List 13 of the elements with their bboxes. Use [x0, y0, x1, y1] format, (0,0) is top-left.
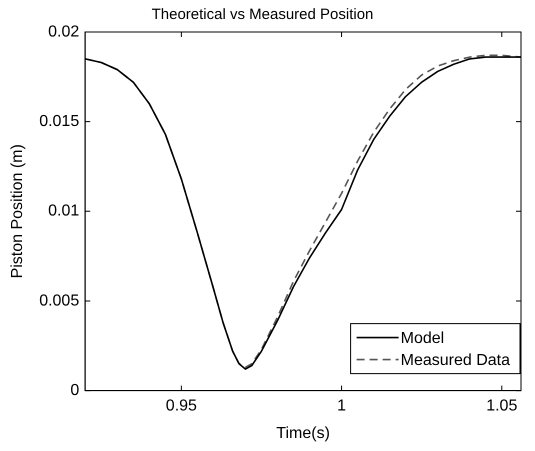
y-tick-label: 0.015	[39, 113, 80, 130]
y-tick-label: 0.02	[48, 23, 80, 40]
chart-title: Theoretical vs Measured Position	[152, 6, 374, 24]
x-tick-label: 1.05	[486, 398, 518, 415]
y-axis-title: Piston Position (m)	[9, 144, 26, 278]
x-axis-title: Time(s)	[276, 424, 330, 442]
y-tick-label: 0.01	[48, 202, 80, 220]
legend-label: Measured Data	[400, 352, 510, 370]
x-tick-label: 1	[337, 398, 346, 415]
y-tick-label: 0	[70, 382, 80, 400]
x-tick-label: 0.95	[166, 398, 198, 415]
legend-label: Model	[400, 330, 444, 348]
y-tick-label: 0.005	[39, 292, 80, 310]
